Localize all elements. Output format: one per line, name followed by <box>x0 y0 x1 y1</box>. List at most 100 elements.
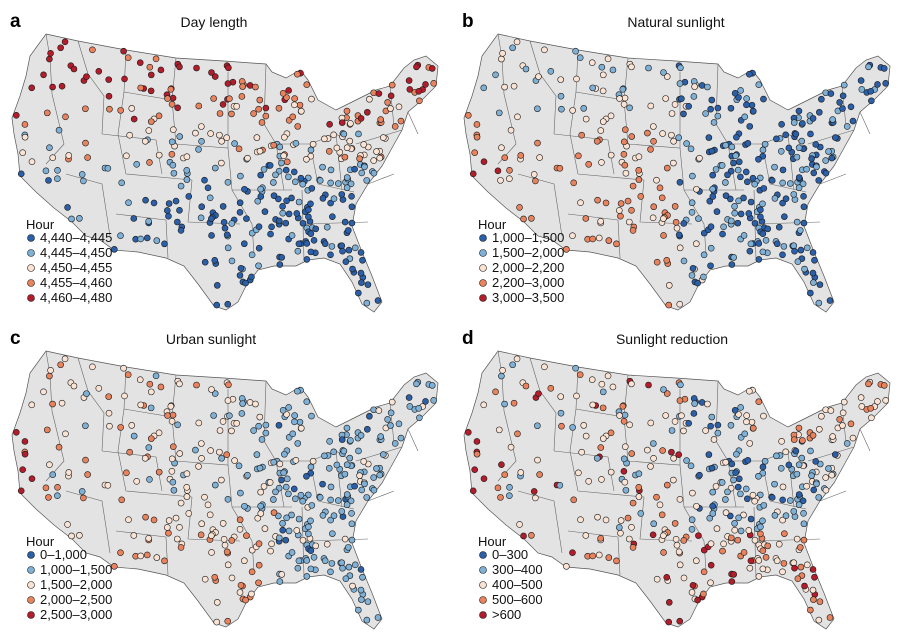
panel-title: Day length <box>181 14 248 30</box>
city-dot <box>778 438 785 445</box>
city-dot <box>556 481 564 489</box>
city-dot <box>761 457 769 465</box>
city-dot <box>613 557 620 565</box>
city-dot <box>406 403 414 410</box>
city-dot <box>280 152 288 159</box>
city-dot <box>133 160 140 168</box>
city-dot <box>501 154 509 161</box>
city-dot <box>257 193 265 200</box>
city-dot <box>54 492 61 499</box>
city-dot <box>734 219 742 227</box>
city-dot <box>388 398 396 406</box>
city-dot <box>46 144 53 151</box>
city-dot <box>690 93 698 100</box>
city-dot <box>532 494 539 502</box>
city-dot <box>296 101 304 109</box>
city-dot <box>106 105 113 113</box>
city-dot <box>602 516 610 524</box>
city-dot <box>617 200 625 207</box>
city-dot <box>609 383 617 391</box>
city-dot <box>649 531 657 539</box>
city-dot <box>737 404 744 411</box>
city-dot <box>740 511 747 519</box>
city-dot <box>422 81 429 88</box>
legend-label: 4,445–4,450 <box>40 245 112 260</box>
city-dot <box>727 512 734 520</box>
city-dot <box>829 433 836 440</box>
city-dot <box>111 246 118 253</box>
city-dot <box>650 455 657 462</box>
city-dot <box>343 461 351 469</box>
city-dot <box>275 217 283 225</box>
city-dot <box>688 516 696 524</box>
city-dot <box>316 177 324 184</box>
city-dot <box>589 552 596 560</box>
city-dot <box>28 475 36 483</box>
city-dot <box>495 426 503 434</box>
city-dot <box>718 479 726 486</box>
city-dot <box>607 468 615 476</box>
city-dot <box>797 246 805 254</box>
city-dot <box>480 84 488 92</box>
city-dot <box>228 110 235 118</box>
city-dot <box>236 272 244 279</box>
legend-swatch <box>27 234 35 242</box>
city-dot <box>668 131 675 139</box>
city-dot <box>597 218 604 225</box>
city-dot <box>275 195 282 203</box>
city-dot <box>370 474 377 481</box>
city-dot <box>693 557 700 565</box>
city-dot <box>358 169 366 177</box>
city-dot <box>42 167 50 175</box>
city-dot <box>790 559 798 567</box>
legend-label: 3,000–3,500 <box>492 290 564 305</box>
city-dot <box>201 575 209 583</box>
city-dot <box>839 105 846 112</box>
city-dot <box>370 169 378 177</box>
city-dot <box>164 95 171 102</box>
city-dot <box>242 279 249 287</box>
city-dot <box>671 203 679 210</box>
city-dot <box>737 490 744 498</box>
city-dot <box>768 494 776 501</box>
state-border <box>367 173 395 185</box>
city-dot <box>310 554 318 561</box>
city-dot <box>494 484 502 492</box>
city-dot <box>660 549 667 556</box>
city-dot <box>818 412 825 420</box>
city-dot <box>809 269 817 277</box>
city-dot <box>198 123 205 130</box>
city-dot <box>785 461 793 469</box>
city-dot <box>782 448 789 456</box>
city-dot <box>276 143 284 151</box>
city-dot <box>285 404 292 411</box>
city-dot <box>670 159 677 167</box>
city-dot <box>825 148 832 155</box>
city-dot <box>294 70 301 78</box>
city-dot <box>321 135 328 143</box>
city-dot <box>807 130 814 138</box>
city-dot <box>358 596 365 603</box>
city-dot <box>473 438 481 445</box>
city-dot <box>137 401 145 409</box>
city-dot <box>786 180 794 187</box>
city-dot <box>405 77 413 84</box>
city-dot <box>822 169 830 177</box>
city-dot <box>342 258 350 265</box>
city-dot <box>597 127 605 134</box>
city-dot <box>366 412 373 420</box>
city-dot <box>183 484 191 491</box>
city-dot <box>278 159 285 167</box>
city-dot <box>343 107 351 115</box>
city-dot <box>613 240 620 248</box>
us-map-outline <box>463 33 891 313</box>
city-dot <box>557 76 565 83</box>
city-dot <box>257 510 265 517</box>
city-dot <box>620 467 628 475</box>
city-dot <box>361 480 368 488</box>
city-dot <box>430 397 437 404</box>
city-dot <box>185 510 193 517</box>
city-dot <box>168 467 176 475</box>
city-dot <box>621 411 629 419</box>
city-dot <box>326 438 333 445</box>
